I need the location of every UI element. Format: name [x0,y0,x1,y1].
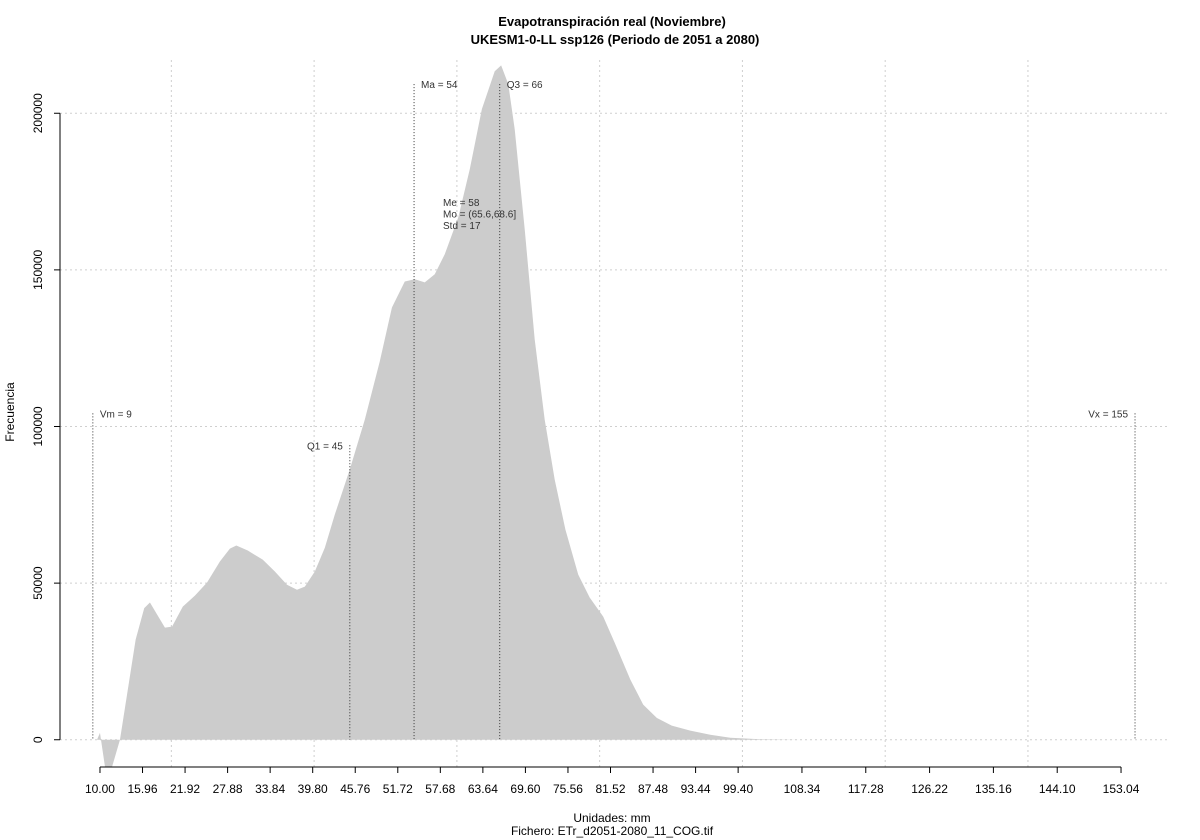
x-tick-label: 45.76 [340,782,370,796]
y-tick-label: 100000 [31,406,45,446]
x-tick-label: 21.92 [170,782,200,796]
x-tick-label: 81.52 [595,782,625,796]
marker-label: Vx = 155 [1088,409,1128,420]
x-axis-label: Unidades: mm [573,811,650,825]
stat-label: Me = 58 [443,198,480,209]
x-tick-label: 51.72 [383,782,413,796]
x-tick-label: 33.84 [255,782,285,796]
marker-label: Q1 = 45 [307,441,343,452]
x-tick-label: 57.68 [425,782,455,796]
x-tick-label: 108.34 [784,782,821,796]
x-tick-label: 87.48 [638,782,668,796]
y-tick-label: 50000 [31,566,45,600]
y-tick-label: 0 [31,736,45,743]
marker-label: Ma = 54 [421,80,458,91]
x-tick-label: 93.44 [681,782,711,796]
x-tick-label: 99.40 [723,782,753,796]
x-tick-label: 39.80 [298,782,328,796]
x-tick-label: 27.88 [213,782,243,796]
y-tick-label: 200000 [31,93,45,133]
marker-label: Vm = 9 [100,409,132,420]
x-tick-label: 144.10 [1039,782,1076,796]
x-tick-label: 75.56 [553,782,583,796]
x-tick-label: 69.60 [510,782,540,796]
x-tick-label: 126.22 [911,782,948,796]
x-tick-label: 153.04 [1103,782,1140,796]
marker-label: Q3 = 66 [507,80,543,91]
chart-subtitle: UKESM1-0-LL ssp126 (Periodo de 2051 a 20… [471,32,760,47]
chart-title: Evapotranspiración real (Noviembre) [498,14,726,29]
x-tick-label: 135.16 [975,782,1012,796]
density-area [96,65,1128,767]
y-tick-label: 150000 [31,250,45,290]
x-tick-label: 10.00 [85,782,115,796]
x-tick-label: 15.96 [128,782,158,796]
stat-label: Std = 17 [443,221,481,232]
stat-label: Mo = (65.6,68.6] [443,210,516,221]
x-tick-label: 117.28 [848,782,884,796]
x-tick-label: 63.64 [468,782,498,796]
caption: Fichero: ETr_d2051-2080_11_COG.tif [511,824,714,838]
y-axis-label: Frecuencia [3,382,17,442]
